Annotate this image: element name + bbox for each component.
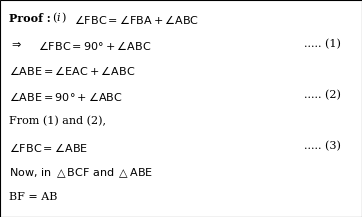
Text: From (1) and (2),: From (1) and (2), [9, 115, 106, 126]
Text: Now, in $\mathrm{\triangle BCF}$ and $\mathrm{\triangle ABE}$: Now, in $\mathrm{\triangle BCF}$ and $\m… [9, 167, 153, 180]
Text: Proof :: Proof : [9, 13, 51, 24]
Text: BF = AB: BF = AB [9, 192, 58, 202]
Text: ..... (1): ..... (1) [304, 39, 341, 49]
Text: ..... (2): ..... (2) [304, 90, 341, 100]
Text: (: ( [52, 13, 57, 23]
Text: $\mathrm{\angle ABE = \angle EAC + \angle ABC}$: $\mathrm{\angle ABE = \angle EAC + \angl… [9, 64, 135, 77]
Text: ..... (3): ..... (3) [304, 141, 341, 151]
Text: ): ) [62, 13, 66, 23]
Text: $\Rightarrow$: $\Rightarrow$ [9, 39, 22, 49]
Text: $\mathrm{\angle FBC = \angle FBA + \angle ABC}$: $\mathrm{\angle FBC = \angle FBA + \angl… [74, 13, 199, 26]
Text: i: i [56, 13, 60, 23]
Text: $\mathrm{\angle FBC = 90° + \angle ABC}$: $\mathrm{\angle FBC = 90° + \angle ABC}$ [38, 39, 151, 52]
Text: $\mathrm{\angle ABE = 90° + \angle ABC}$: $\mathrm{\angle ABE = 90° + \angle ABC}$ [9, 90, 123, 103]
Text: $\mathrm{\angle FBC = \angle ABE}$: $\mathrm{\angle FBC = \angle ABE}$ [9, 141, 88, 154]
